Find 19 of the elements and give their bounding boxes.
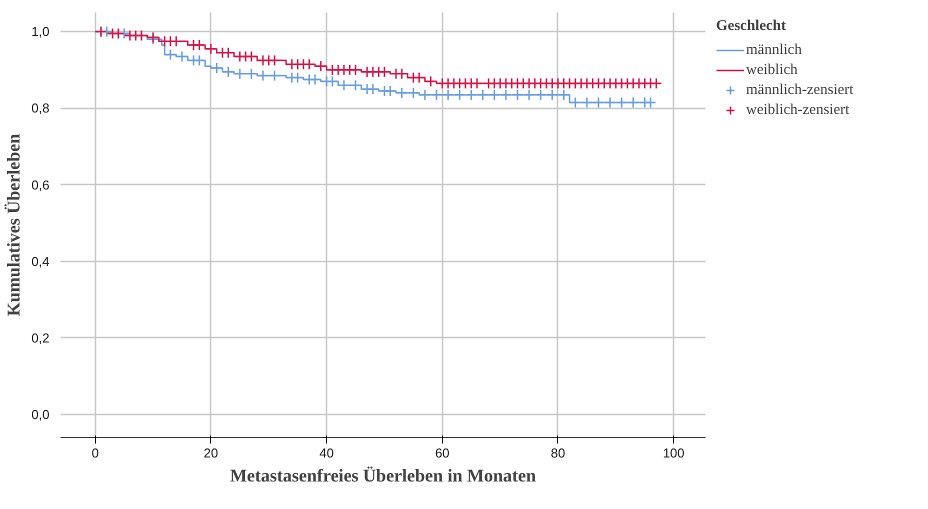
x-tick-label: 80 [550,446,566,460]
y-tick-label: 0,2 [31,330,50,346]
legend-label: weiblich [746,62,798,78]
y-axis-title: Kumulatives Überleben [3,134,24,316]
y-tick-label: 0,8 [31,100,50,116]
legend-label: männlich [746,42,802,58]
y-tick-label: 1,0 [31,24,50,40]
x-tick-label: 100 [662,446,685,460]
x-tick-label: 40 [319,446,334,460]
x-tick-label: 60 [435,446,450,460]
x-tick-label: 0 [92,446,99,460]
x-tick-label: 20 [204,446,218,460]
legend-label: weiblich-zensiert [746,102,850,118]
y-tick-label: 0,6 [31,177,50,192]
legend-title: Geschlecht [716,18,787,35]
y-tick-label: 0,4 [31,254,50,269]
y-tick-label: 0,0 [31,407,50,422]
x-axis-title: Metastasenfreies Überleben in Monaten [230,466,536,486]
legend-label: männlich-zensiert [746,82,854,98]
